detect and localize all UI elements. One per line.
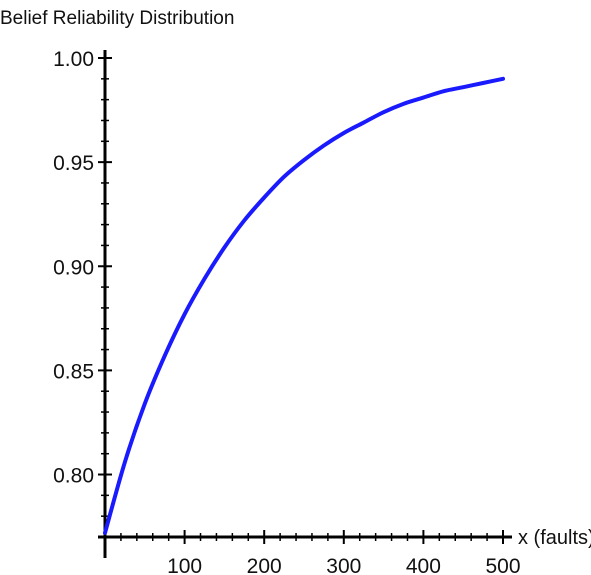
y-tick-label: 0.80 xyxy=(53,465,94,488)
chart-title: Belief Reliability Distribution xyxy=(0,8,234,29)
x-tick-label: 100 xyxy=(167,555,202,575)
x-tick-label: 200 xyxy=(247,555,282,575)
x-axis-label: x (faults) xyxy=(518,527,591,549)
y-tick-label: 0.95 xyxy=(53,152,94,175)
x-tick-label: 300 xyxy=(326,555,361,575)
y-ticks: 0.80 0.85 0.90 0.95 1.00 xyxy=(53,48,112,488)
minor-ticks xyxy=(101,78,488,541)
series-layer xyxy=(103,76,505,535)
y-tick-label: 1.00 xyxy=(53,48,94,71)
x-ticks: 100 200 300 400 500 xyxy=(167,530,521,575)
y-tick-label: 0.85 xyxy=(53,360,94,383)
axes xyxy=(98,50,512,558)
y-tick-label: 0.90 xyxy=(53,256,94,279)
series-line xyxy=(103,76,505,535)
x-tick-label: 400 xyxy=(406,555,441,575)
x-tick-label: 500 xyxy=(485,555,520,575)
